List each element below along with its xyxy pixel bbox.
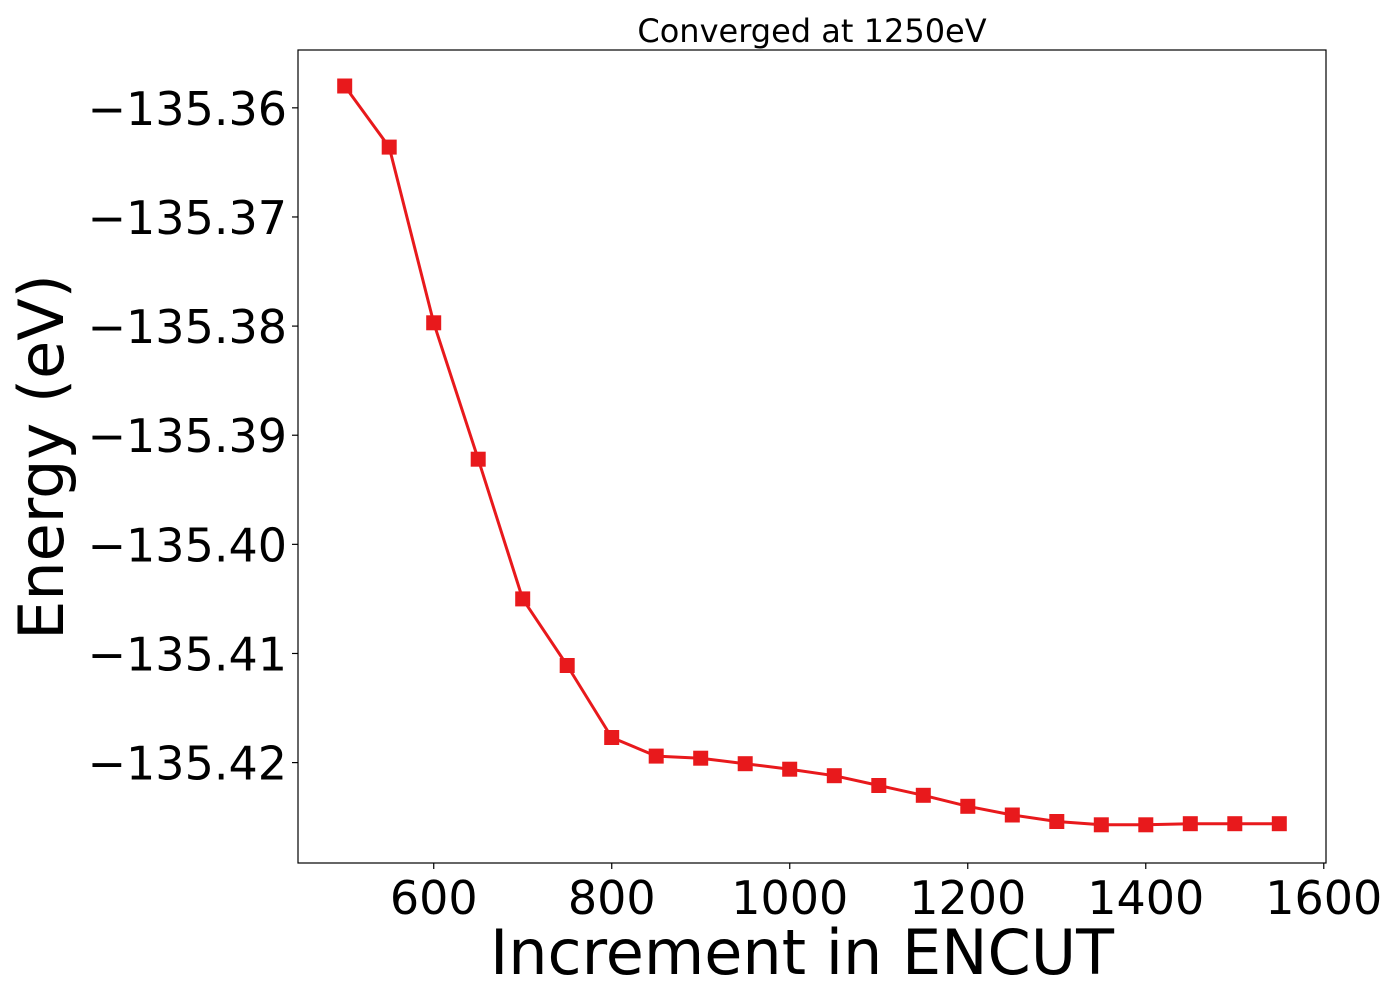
y-tick-label: −135.39 [88, 409, 288, 463]
x-tick-label: 600 [390, 871, 478, 925]
data-point-marker [515, 591, 531, 607]
plot-frame [297, 49, 1327, 864]
x-axis-title: Increment in ENCUT [490, 916, 1115, 989]
data-point-marker [337, 78, 353, 94]
data-point-marker [1182, 816, 1198, 832]
data-point-marker [826, 768, 842, 784]
data-point-marker [604, 730, 620, 745]
data-point-marker [1093, 817, 1109, 833]
y-tick-label: −135.42 [88, 737, 288, 791]
y-tick-label: −135.40 [88, 518, 288, 572]
data-point-marker [648, 748, 664, 764]
data-point-marker [1049, 814, 1065, 829]
x-tick-label: 1400 [1087, 871, 1204, 925]
y-tick-label: −135.36 [88, 82, 288, 136]
data-point-marker [1271, 816, 1287, 832]
series-layer [337, 78, 1287, 833]
data-point-marker [915, 787, 931, 803]
data-point-marker [1227, 816, 1243, 832]
data-point-marker [426, 315, 442, 331]
y-axis: −135.36 −135.37 −135.38 −135.39 −135.40 −135.… [88, 82, 298, 791]
x-tick-label: 1600 [1265, 871, 1382, 925]
data-point-marker [559, 658, 575, 673]
data-point-marker [1138, 817, 1154, 833]
data-point-marker [871, 778, 887, 793]
plot-area [297, 49, 1327, 864]
y-tick-label: −135.41 [88, 627, 288, 681]
data-point-marker [737, 756, 753, 772]
data-point-marker [693, 750, 709, 766]
y-tick-label: −135.38 [88, 300, 288, 354]
data-point-marker [782, 761, 798, 777]
x-tick-label: 800 [568, 871, 656, 925]
x-axis: 600 800 1000 1200 1400 1600 [390, 863, 1382, 925]
y-axis-title: Energy (eV) [5, 274, 78, 640]
y-tick-label: −135.37 [88, 191, 288, 245]
data-point-marker [470, 451, 486, 467]
x-tick-label: 1200 [909, 871, 1026, 925]
x-tick-label: 1000 [731, 871, 848, 925]
data-point-marker [1004, 807, 1020, 823]
data-point-marker [960, 798, 976, 814]
data-point-marker [381, 139, 397, 155]
chart-title: Converged at 1250eV [637, 12, 986, 50]
series-line [343, 85, 1280, 827]
